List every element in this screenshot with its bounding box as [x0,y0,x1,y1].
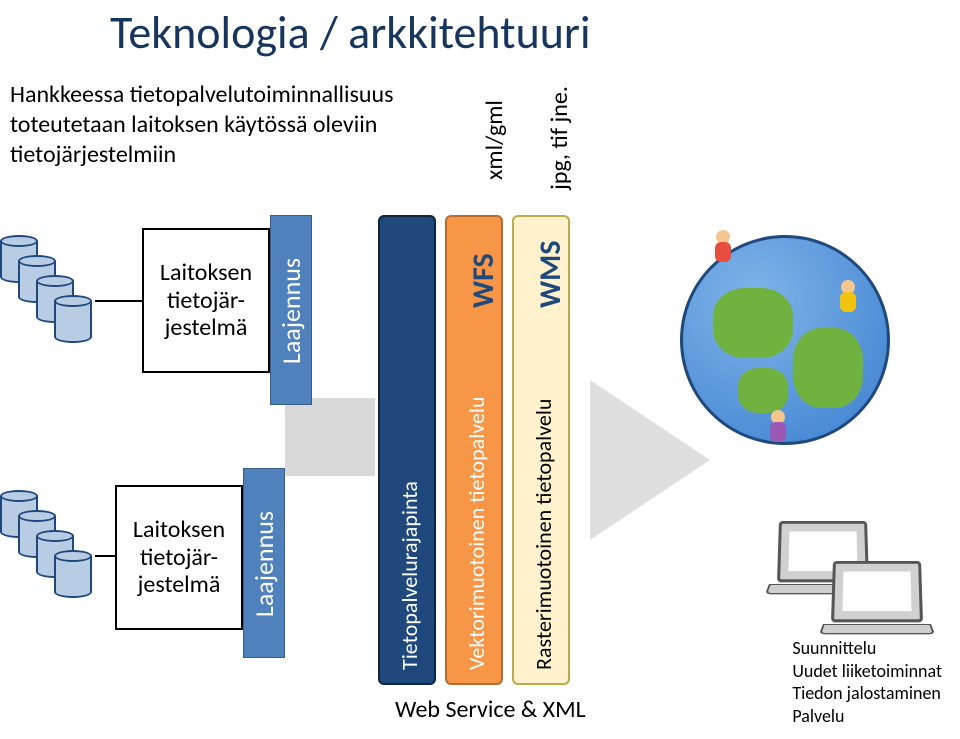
output-item: Suunnittelu [792,637,942,660]
laptop-icon [832,560,933,638]
output-item: Uudet liiketoiminnat [792,660,942,683]
system-box: Laitoksen tietojär- jestelmä [115,485,243,630]
outputs-list: Suunnittelu Uudet liiketoiminnat Tiedon … [792,637,942,727]
web-service-xml-label: Web Service & XML [395,695,586,724]
database-cylinder-icon [54,295,92,343]
wfs-format-label: xml/gml [480,90,509,190]
slide-title: Teknologia / arkkitehtuuri [110,5,591,61]
continent-shape [713,288,793,358]
extension-label: Laajennus [275,246,307,376]
connector-line [95,555,115,557]
service-column-label: Vektorimuotoinen tietopalvelu [463,396,490,670]
service-column-label: Rasterimuotoinen tietopalvelu [530,399,557,670]
service-column-label: Tietopalvelurajapinta [396,481,423,670]
service-column-code: WFS [465,253,502,308]
extension-label: Laajennus [248,499,280,629]
connector-line [95,300,142,302]
continent-shape [793,328,863,408]
output-item: Palvelu [792,705,942,728]
continent-shape [738,368,788,413]
bridge-block [285,398,375,476]
output-item: Tiedon jalostaminen [792,682,942,705]
description-text: Hankkeessa tietopalvelutoiminnallisuus t… [10,80,430,170]
system-box: Laitoksen tietojär- jestelmä [142,228,270,373]
globe-icon [680,235,890,445]
wms-format-label: jpg, tif jne. [545,73,574,203]
service-column-code: WMS [532,240,569,308]
database-cylinder-icon [54,550,92,598]
flow-arrow [590,380,710,540]
